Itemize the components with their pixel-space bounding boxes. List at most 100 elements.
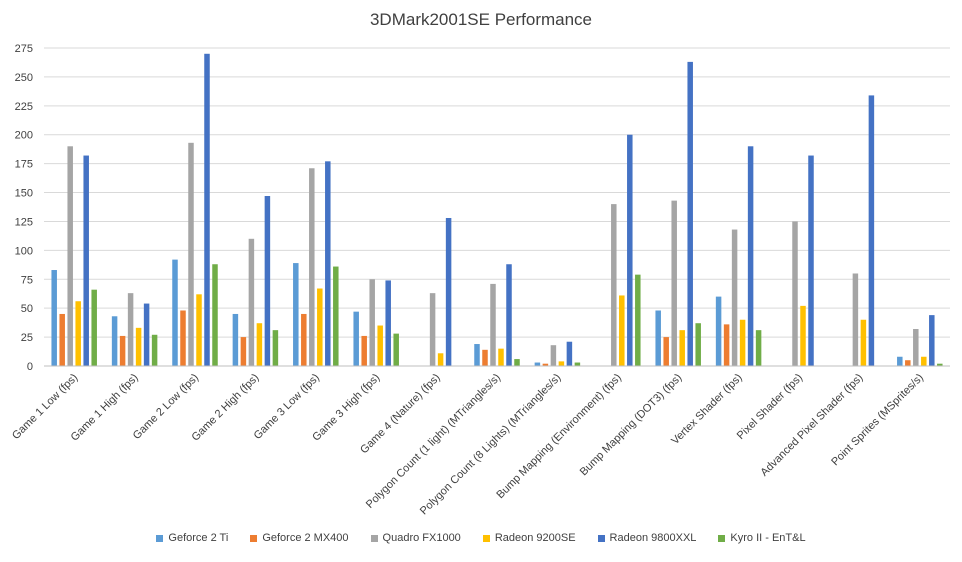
y-tick-label: 100 [15, 245, 33, 257]
bar [619, 295, 625, 366]
y-tick-label: 175 [15, 159, 33, 171]
bar [929, 315, 935, 366]
bar [204, 53, 210, 366]
legend-swatch [250, 534, 258, 542]
bar [852, 273, 859, 366]
bar [635, 274, 641, 366]
bar [353, 311, 359, 366]
x-category-label: Game 3 Low (fps) [252, 372, 322, 442]
bar [248, 238, 255, 366]
bar [755, 330, 762, 366]
bar [196, 294, 202, 366]
bar [695, 323, 701, 366]
x-category-label: Bump Mapping (Environment) (fps) [494, 372, 624, 502]
bar [325, 161, 331, 366]
bar [143, 303, 150, 366]
bar [429, 293, 436, 366]
bar [937, 363, 943, 366]
bar [514, 359, 520, 366]
bar [437, 353, 444, 366]
legend-label: Quadro FX1000 [382, 532, 461, 544]
y-tick-label: 0 [27, 361, 33, 373]
bar [127, 293, 134, 366]
legend-swatch [370, 534, 378, 542]
legend-item: Radeon 9800XXL [597, 532, 697, 544]
bar [272, 330, 279, 366]
bar [731, 229, 738, 366]
bar [232, 313, 239, 366]
x-category-label: Game 2 High (fps) [189, 372, 261, 444]
bar [474, 344, 480, 366]
bar [860, 319, 867, 366]
bar [309, 168, 315, 366]
bar [558, 361, 565, 366]
legend-item: Radeon 9200SE [482, 532, 576, 544]
y-tick-label: 275 [15, 43, 33, 55]
bar [369, 279, 375, 366]
legend-swatch [156, 534, 164, 542]
x-category-label: Bump Mapping (DOT3) (fps) [578, 372, 685, 479]
bar [111, 316, 118, 366]
bar [91, 289, 97, 366]
legend-label: Geforce 2 Ti [168, 532, 229, 544]
y-tick-label: 250 [15, 72, 33, 84]
bar [655, 310, 661, 366]
bar [747, 146, 754, 366]
y-tick-label: 50 [21, 303, 33, 315]
x-category-label: Polygon Count (1 light) (MTriangles/s) [364, 372, 503, 511]
bar [151, 334, 158, 366]
bar [550, 345, 557, 366]
bar [67, 146, 73, 366]
bar [188, 142, 194, 366]
bar [792, 221, 798, 366]
bar [566, 341, 573, 366]
bar [377, 325, 383, 366]
y-tick-label: 200 [15, 130, 33, 142]
bar [301, 313, 307, 366]
bar [534, 362, 541, 366]
bar [800, 305, 806, 366]
bar [264, 196, 271, 366]
bar [905, 360, 911, 366]
bar [687, 61, 693, 366]
legend-label: Geforce 2 MX400 [262, 532, 349, 544]
bar [921, 356, 927, 366]
legend-swatch [597, 534, 605, 542]
chart-title: 3DMark2001SE Performance [369, 10, 593, 29]
legend-label: Radeon 9800XXL [609, 532, 697, 544]
x-category-label: Game 2 Low (fps) [131, 372, 201, 442]
x-category-label: Game 1 High (fps) [69, 372, 141, 444]
bar [119, 335, 126, 366]
x-category-label: Advanced Pixel Shader (fps) [758, 372, 865, 479]
legend-item: Geforce 2 Ti [156, 532, 228, 544]
bar [240, 337, 247, 366]
bar [212, 264, 218, 366]
bar [627, 134, 633, 366]
legend-item: Kyro II - EnT&L [718, 532, 806, 544]
legend-item: Quadro FX1000 [370, 532, 461, 544]
bar [808, 155, 814, 366]
bar [897, 356, 903, 366]
legend-label: Radeon 9200SE [494, 532, 576, 544]
bar [180, 310, 186, 366]
bar [333, 266, 339, 366]
bar [385, 280, 391, 366]
bar [172, 259, 178, 366]
x-category-label: Pixel Shader (fps) [735, 372, 805, 442]
bar [135, 327, 142, 366]
bar [542, 363, 549, 366]
bar [715, 296, 722, 366]
bar [671, 200, 677, 366]
y-tick-label: 25 [21, 332, 33, 344]
bar [574, 362, 581, 366]
bar [317, 288, 323, 366]
bar [663, 337, 669, 366]
bar [506, 264, 512, 366]
y-tick-label: 225 [15, 101, 33, 113]
legend-label: Kyro II - EnT&L [730, 532, 806, 544]
bar [739, 319, 746, 366]
legend-swatch [482, 534, 490, 542]
bar [679, 330, 685, 366]
bar [293, 263, 299, 366]
